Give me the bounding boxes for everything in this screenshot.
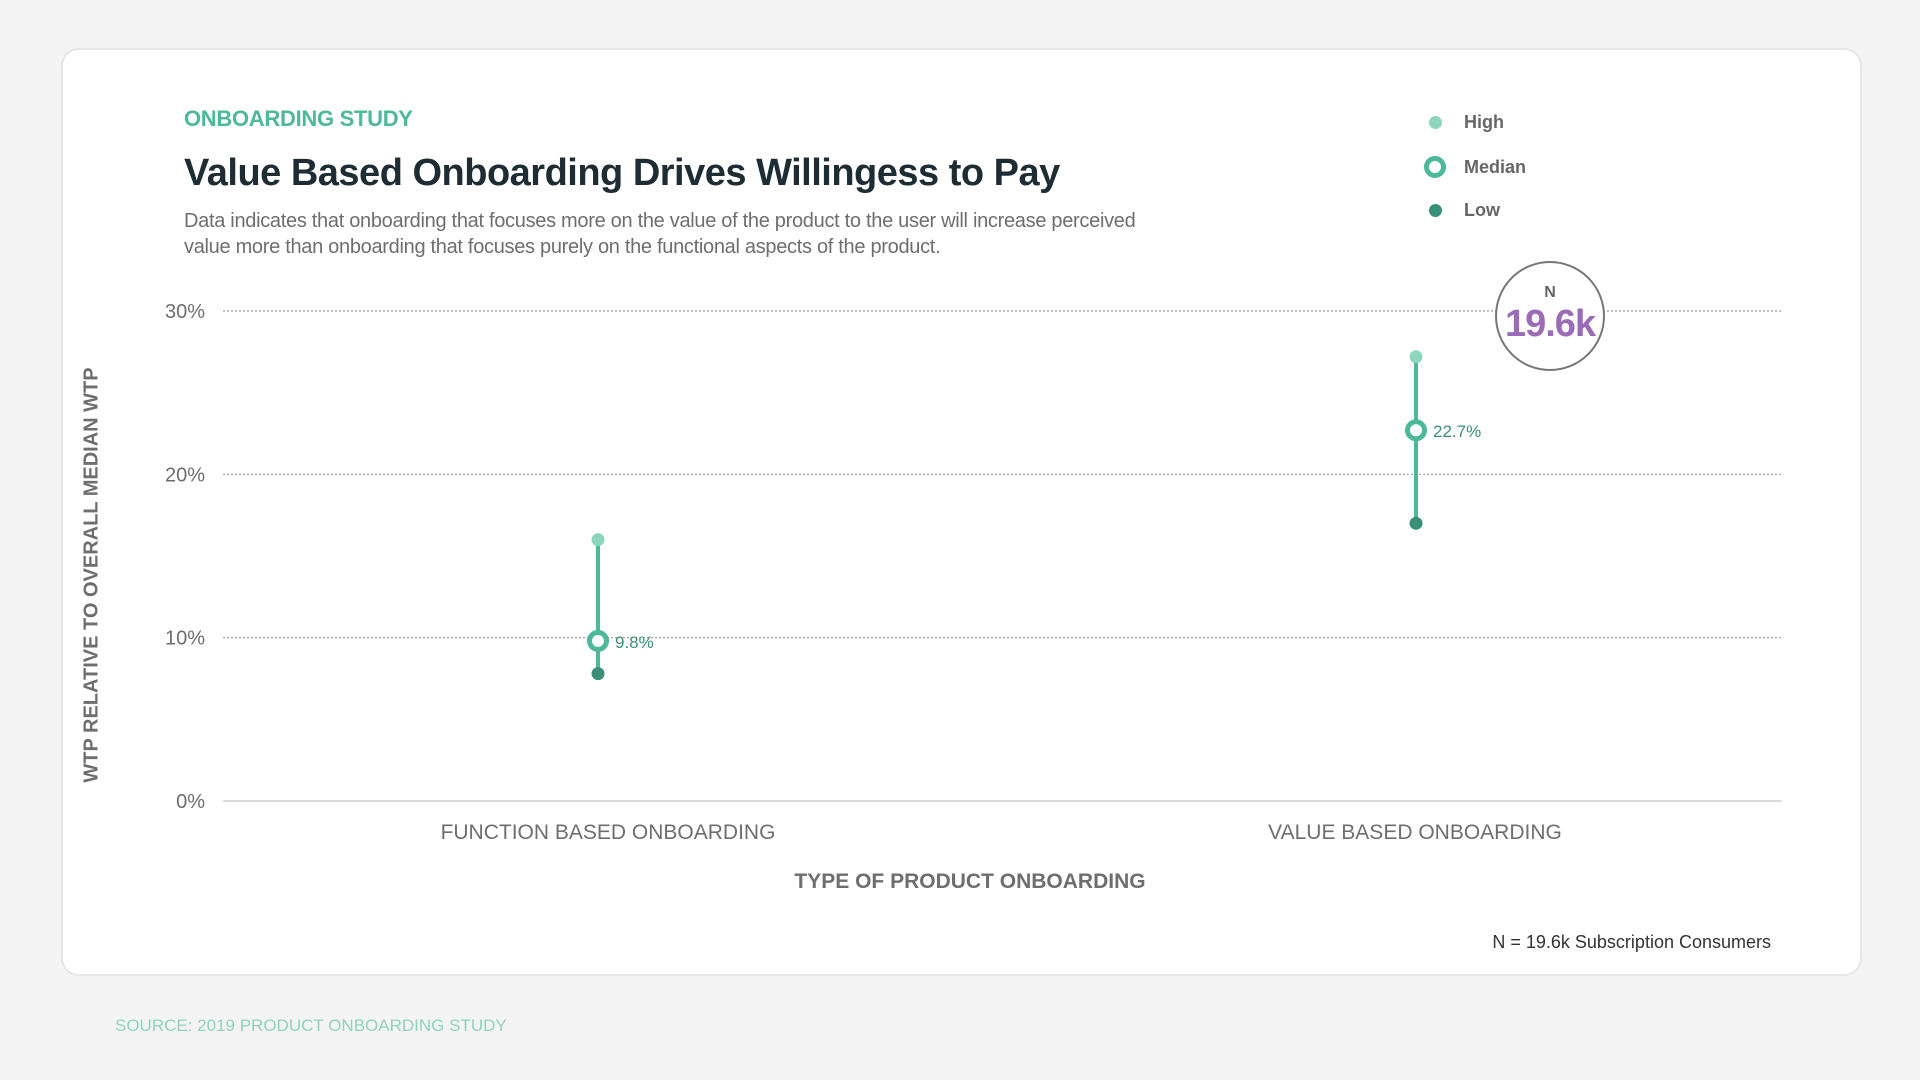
x-axis-title: TYPE OF PRODUCT ONBOARDING <box>794 870 1146 893</box>
high-point <box>591 533 605 547</box>
median-point <box>587 629 609 652</box>
y-tick-label: 0% <box>176 791 205 813</box>
legend-item-low: Low <box>1420 200 1500 221</box>
n-badge-value: 19.6k <box>1505 303 1597 345</box>
x-tick-label: VALUE BASED ONBOARDING <box>1268 821 1562 844</box>
y-tick-label: 10% <box>165 628 205 650</box>
median-point <box>1405 419 1427 442</box>
legend-label: High <box>1464 112 1504 132</box>
y-tick-label: 30% <box>165 301 205 323</box>
legend-label: Low <box>1464 200 1500 220</box>
median-data-label: 22.7% <box>1433 422 1481 441</box>
high-point <box>1409 350 1423 364</box>
low-point <box>591 667 605 681</box>
low-dot-icon <box>1428 204 1442 217</box>
legend-item-high: High <box>1420 112 1504 133</box>
source-note: SOURCE: 2019 PRODUCT ONBOARDING STUDY <box>115 1016 507 1035</box>
eyebrow: ONBOARDING STUDY <box>184 106 413 131</box>
n-badge-label: N <box>1544 284 1556 301</box>
n-badge-circle <box>1495 261 1605 371</box>
y-axis-title: WTP RELATIVE TO OVERALL MEDIAN WTP <box>80 367 103 783</box>
median-data-label: 9.8% <box>615 633 654 652</box>
x-tick-label: FUNCTION BASED ONBOARDING <box>441 821 776 844</box>
y-tick-label: 20% <box>165 464 205 486</box>
chart-title: Value Based Onboarding Drives Willingess… <box>184 152 1060 194</box>
median-ring-icon <box>1424 156 1446 178</box>
chart-description: Data indicates that onboarding that focu… <box>184 210 1136 258</box>
chart-card <box>61 48 1862 976</box>
footnote: N = 19.6k Subscription Consumers <box>1492 932 1771 952</box>
high-dot-icon <box>1428 116 1442 129</box>
legend-label: Median <box>1464 156 1527 177</box>
low-point <box>1409 516 1423 530</box>
legend-item-median: Median <box>1420 156 1526 178</box>
